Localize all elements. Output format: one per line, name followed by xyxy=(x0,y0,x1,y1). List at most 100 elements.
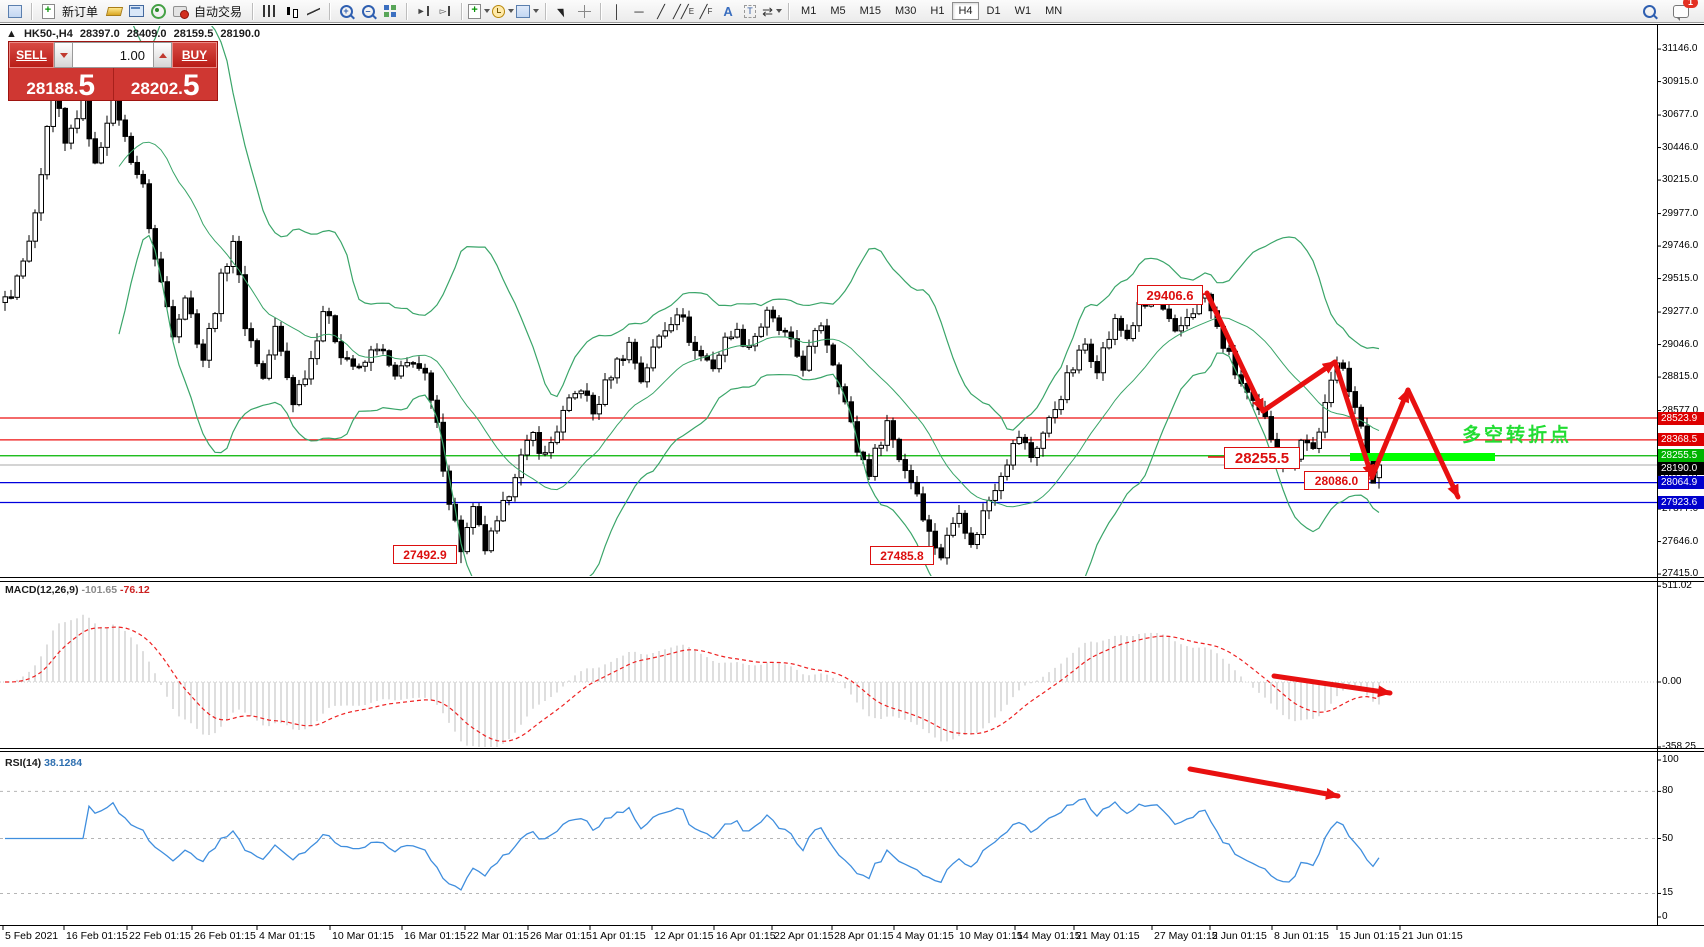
price-badge-28064.9: 28064.9 xyxy=(1658,476,1704,490)
price-axis-tick: 29277.0 xyxy=(1662,306,1699,318)
toolbar-separator xyxy=(788,2,790,20)
gold-symbol-icon[interactable] xyxy=(104,2,124,21)
search-icon[interactable] xyxy=(1639,2,1659,21)
price-badge-27923.6: 27923.6 xyxy=(1658,495,1704,509)
turning-point-note: 多空转折点 xyxy=(1462,425,1573,446)
time-axis-label: 12 Apr 01:15 xyxy=(654,930,714,942)
zoom-in-icon[interactable]: + xyxy=(336,2,356,21)
rsi-indicator-label: RSI(14) 38.1284 xyxy=(5,757,83,769)
time-axis-label: 14 May 01:15 xyxy=(1017,930,1081,942)
buy-button[interactable]: BUY xyxy=(172,42,217,68)
toolbar-separator xyxy=(461,2,463,20)
price-axis-tick: 28815.0 xyxy=(1662,371,1699,383)
text-tool-icon[interactable]: A xyxy=(723,3,733,19)
autotrade-icon[interactable] xyxy=(170,2,190,21)
bid-price: 28188. 5 xyxy=(26,69,96,102)
arrows-tool-icon[interactable]: ⇄ xyxy=(762,2,782,21)
channel-tool-icon[interactable]: ╱╱ E xyxy=(673,3,695,19)
price-axis-tick: 27646.0 xyxy=(1662,535,1699,547)
cursor-tool-icon[interactable] xyxy=(552,2,572,21)
vertical-line-tool-icon[interactable]: │ xyxy=(612,3,622,19)
new-chart-icon[interactable]: + xyxy=(468,2,491,21)
rsi-axis-tick: 50 xyxy=(1662,832,1674,844)
price-annotation-28255.5: 28255.5 xyxy=(1224,447,1300,469)
timeframe-button-h4[interactable]: H4 xyxy=(952,2,979,20)
timeframe-button-m5[interactable]: M5 xyxy=(830,5,846,17)
chart-shift-icon[interactable]: ▻ xyxy=(435,2,455,21)
ohlc-high: 28409.0 xyxy=(126,28,167,40)
macd-histogram xyxy=(10,614,1380,747)
forecast-zigzag-arrow xyxy=(1405,387,1461,500)
main-toolbar: + 新订单 自动交易 + – ► ▻ + │ ─ ╱ ╱╱ E ╱ F A T ⇄ … xyxy=(0,0,1704,23)
volume-input[interactable]: 1.00 xyxy=(73,42,153,68)
time-axis-label: 16 Mar 01:15 xyxy=(404,930,466,942)
timeframe-button-mn[interactable]: MN xyxy=(1045,5,1063,17)
sell-button[interactable]: SELL xyxy=(9,42,54,68)
forecast-zigzag-arrow xyxy=(1369,387,1411,480)
price-badge-28190.0: 28190.0 xyxy=(1658,462,1704,476)
crosshair-tool-icon[interactable] xyxy=(574,2,594,21)
time-axis-label: 27 May 01:15 xyxy=(1154,930,1218,942)
time-axis-label: 5 Feb 2021 xyxy=(5,930,59,942)
candlestick-mode-icon[interactable] xyxy=(281,2,301,21)
timeframe-button-w1[interactable]: W1 xyxy=(1014,5,1032,17)
collapse-marker-icon[interactable]: ▲ xyxy=(6,28,17,40)
autotrade-label[interactable]: 自动交易 xyxy=(194,4,243,19)
notification-badge: 1 xyxy=(1683,0,1698,8)
toolbar-separator xyxy=(406,2,408,20)
timeframe-button-m30[interactable]: M30 xyxy=(895,5,917,17)
profiles-icon[interactable] xyxy=(492,2,515,21)
tile-windows-icon[interactable] xyxy=(380,2,400,21)
trendline-tool-icon[interactable]: ╱ xyxy=(657,3,665,19)
macd-axis-tick: -358.25 xyxy=(1662,741,1696,752)
support-highlight-bar xyxy=(1350,453,1495,461)
price-badge-28523.9: 28523.9 xyxy=(1658,411,1704,425)
price-axis-tick: 29746.0 xyxy=(1662,240,1699,252)
toolbar-separator xyxy=(329,2,331,20)
volume-decrease-button[interactable] xyxy=(54,42,73,68)
timeframe-button-d1[interactable]: D1 xyxy=(986,5,1001,17)
price-axis-tick: 30677.0 xyxy=(1662,109,1699,121)
time-axis-label: 4 Mar 01:15 xyxy=(259,930,316,942)
time-axis-label: 10 May 01:15 xyxy=(959,930,1023,942)
ask-price: 28202. 5 xyxy=(130,69,200,102)
forecast-zigzag-arrow xyxy=(1332,359,1375,480)
toolbar-separator xyxy=(31,2,32,20)
time-axis-label: 22 Feb 01:15 xyxy=(129,930,191,942)
bar-chart-mode-icon[interactable] xyxy=(259,2,279,21)
toolbar-separator xyxy=(545,2,547,20)
price-axis-tick: 29977.0 xyxy=(1662,207,1699,219)
candles-layer xyxy=(2,55,1382,565)
templates-icon[interactable] xyxy=(516,2,540,21)
auto-scroll-icon[interactable]: ► xyxy=(413,2,433,21)
fibonacci-tool-icon[interactable]: ╱ F xyxy=(699,3,713,19)
line-chart-mode-icon[interactable] xyxy=(303,2,323,21)
time-axis-label: 28 Apr 01:15 xyxy=(834,930,894,942)
new-order-label[interactable]: 新订单 xyxy=(62,4,99,19)
bollinger-bands xyxy=(118,26,1380,576)
notifications-icon[interactable]: 1 xyxy=(1671,0,1698,21)
text-label-tool-icon[interactable]: T xyxy=(740,2,760,21)
volume-increase-button[interactable] xyxy=(153,42,172,68)
timeframe-button-m15[interactable]: M15 xyxy=(859,5,881,17)
price-axis-tick: 30915.0 xyxy=(1662,75,1699,87)
terminal-icon[interactable] xyxy=(126,2,146,21)
timeframe-button-h1[interactable]: H1 xyxy=(930,5,945,17)
price-badge-28255.5: 28255.5 xyxy=(1658,449,1704,463)
rsi-axis-tick: 15 xyxy=(1662,887,1674,899)
price-axis-tick: 28577.0 xyxy=(1662,404,1699,416)
time-axis-label: 16 Apr 01:15 xyxy=(716,930,776,942)
rsi-axis-tick: 80 xyxy=(1662,785,1674,797)
price-axis-tick: 30215.0 xyxy=(1662,174,1699,186)
new-order-icon[interactable]: + xyxy=(38,2,58,21)
symbol-period: HK50-,H4 xyxy=(23,28,73,40)
zoom-out-icon[interactable]: – xyxy=(358,2,378,21)
time-axis-label: 1 Apr 01:15 xyxy=(592,930,646,942)
horizontal-line-tool-icon[interactable]: ─ xyxy=(634,3,644,19)
market-watch-icon[interactable] xyxy=(5,2,25,21)
signal-icon[interactable] xyxy=(148,2,168,21)
time-axis-label: 26 Mar 01:15 xyxy=(530,930,592,942)
timeframe-button-m1[interactable]: M1 xyxy=(801,5,817,17)
